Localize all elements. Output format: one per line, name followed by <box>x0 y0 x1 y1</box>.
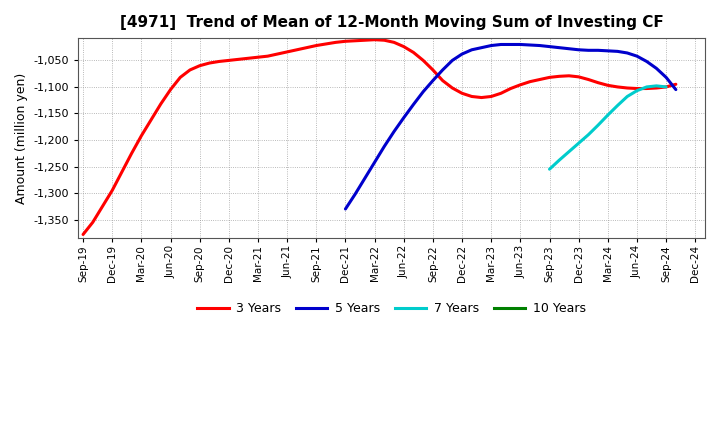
5 Years <box>603 48 612 54</box>
3 Years <box>380 37 389 43</box>
Line: 3 Years: 3 Years <box>83 40 676 235</box>
5 Years <box>390 129 398 134</box>
5 Years <box>575 47 583 52</box>
5 Years <box>633 54 642 59</box>
Line: 7 Years: 7 Years <box>549 86 666 169</box>
5 Years <box>584 48 593 53</box>
5 Years <box>419 89 428 94</box>
3 Years <box>672 82 680 87</box>
5 Years <box>594 48 603 53</box>
5 Years <box>642 59 651 64</box>
5 Years <box>536 43 544 48</box>
5 Years <box>380 144 389 149</box>
7 Years <box>603 112 612 117</box>
5 Years <box>555 45 564 50</box>
5 Years <box>497 42 505 47</box>
3 Years <box>127 150 136 156</box>
3 Years <box>195 63 204 68</box>
7 Years <box>545 167 554 172</box>
5 Years <box>506 42 515 47</box>
3 Years <box>234 57 243 62</box>
5 Years <box>409 102 418 107</box>
7 Years <box>575 140 583 146</box>
3 Years <box>78 232 87 237</box>
5 Years <box>361 176 369 181</box>
5 Years <box>672 87 680 92</box>
Line: 5 Years: 5 Years <box>346 44 676 209</box>
7 Years <box>555 158 564 163</box>
5 Years <box>477 45 486 50</box>
7 Years <box>564 149 573 154</box>
7 Years <box>623 94 631 99</box>
7 Years <box>652 83 661 88</box>
Legend: 3 Years, 5 Years, 7 Years, 10 Years: 3 Years, 5 Years, 7 Years, 10 Years <box>192 297 590 320</box>
5 Years <box>467 47 476 52</box>
5 Years <box>448 58 456 63</box>
5 Years <box>516 42 525 47</box>
5 Years <box>652 66 661 71</box>
5 Years <box>400 115 408 121</box>
5 Years <box>662 75 670 80</box>
5 Years <box>428 78 437 83</box>
3 Years <box>370 37 379 42</box>
Y-axis label: Amount (million yen): Amount (million yen) <box>15 73 28 204</box>
7 Years <box>613 103 622 108</box>
7 Years <box>594 122 603 128</box>
5 Years <box>564 46 573 51</box>
Title: [4971]  Trend of Mean of 12-Month Moving Sum of Investing CF: [4971] Trend of Mean of 12-Month Moving … <box>120 15 663 30</box>
5 Years <box>613 49 622 54</box>
5 Years <box>526 42 534 48</box>
7 Years <box>662 84 670 90</box>
3 Years <box>448 85 456 91</box>
3 Years <box>603 83 612 88</box>
5 Years <box>458 51 467 57</box>
5 Years <box>545 44 554 49</box>
5 Years <box>438 67 447 73</box>
5 Years <box>341 206 350 212</box>
5 Years <box>351 191 359 197</box>
7 Years <box>642 84 651 90</box>
7 Years <box>633 88 642 93</box>
5 Years <box>487 43 495 48</box>
7 Years <box>584 132 593 137</box>
5 Years <box>370 160 379 165</box>
5 Years <box>623 50 631 55</box>
